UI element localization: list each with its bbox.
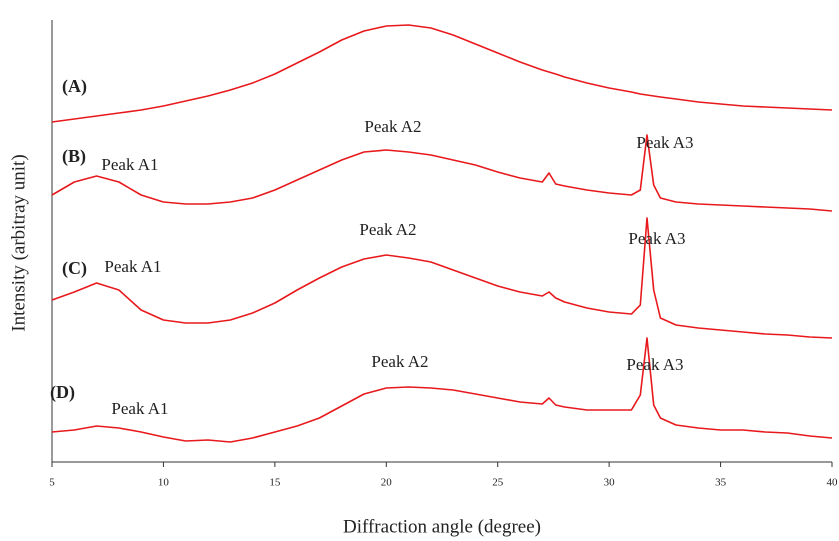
x-axis-label: Diffraction angle (degree) <box>343 516 541 537</box>
y-axis-label: Intensity (arbitray unit) <box>8 154 29 331</box>
curve-label: (B) <box>62 146 86 167</box>
peak-annotation: Peak A3 <box>636 133 693 152</box>
peak-annotation: Peak A1 <box>101 155 158 174</box>
peak-annotation: Peak A1 <box>111 399 168 418</box>
x-tick-label: 25 <box>492 477 504 489</box>
xrd-curve <box>51 24 833 123</box>
peak-annotation: Peak A3 <box>626 355 683 374</box>
xrd-curve <box>51 217 833 339</box>
x-tick-label: 15 <box>269 477 281 489</box>
peak-annotation: Peak A2 <box>359 220 416 239</box>
x-tick-label: 35 <box>715 477 727 489</box>
peak-annotation: Peak A2 <box>364 117 421 136</box>
x-tick-label: 40 <box>827 477 839 489</box>
xrd-curve <box>51 134 833 212</box>
x-tick-label: 20 <box>381 477 393 489</box>
curve-label: (D) <box>50 382 75 403</box>
curve-label: (C) <box>62 258 87 279</box>
peak-annotation: Peak A2 <box>371 352 428 371</box>
x-tick-label: 5 <box>49 477 55 489</box>
x-tick-label: 10 <box>158 477 170 489</box>
x-tick-label: 30 <box>604 477 616 489</box>
peak-annotation: Peak A1 <box>104 257 161 276</box>
xrd-curve <box>51 337 833 443</box>
peak-annotation: Peak A3 <box>628 229 685 248</box>
curve-label: (A) <box>62 76 87 97</box>
